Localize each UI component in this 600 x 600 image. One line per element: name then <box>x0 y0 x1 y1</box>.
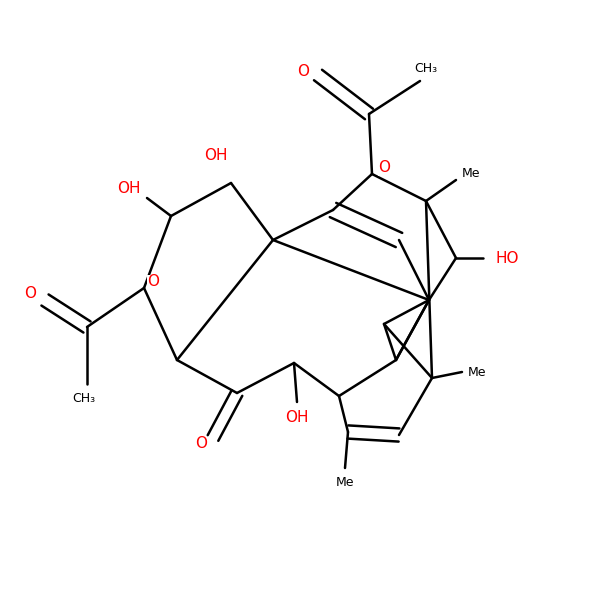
Text: O: O <box>378 160 390 175</box>
Text: Me: Me <box>336 476 354 490</box>
Text: OH: OH <box>285 409 309 424</box>
Text: OH: OH <box>117 181 141 196</box>
Text: Me: Me <box>468 365 486 379</box>
Text: OH: OH <box>204 148 228 163</box>
Text: O: O <box>24 286 36 301</box>
Text: CH₃: CH₃ <box>415 62 437 76</box>
Text: O: O <box>147 275 159 289</box>
Text: Me: Me <box>462 167 480 181</box>
Text: CH₃: CH₃ <box>73 392 95 406</box>
Text: HO: HO <box>495 251 519 265</box>
Text: O: O <box>297 64 309 79</box>
Text: O: O <box>195 437 207 452</box>
